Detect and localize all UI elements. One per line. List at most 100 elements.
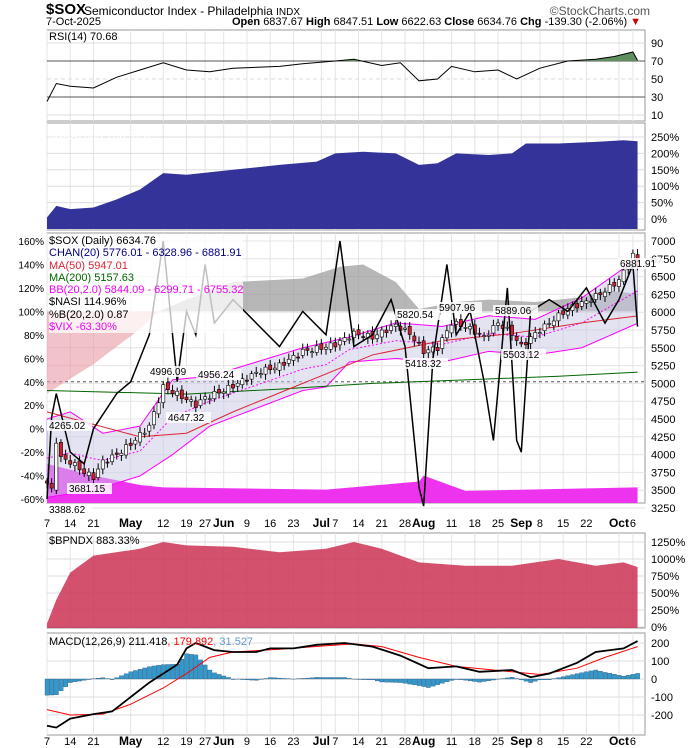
x-axis-label: 11 [446, 518, 457, 530]
candle-body [505, 326, 510, 329]
legend-pctb: %B(20,2.0) 0.87 [49, 308, 129, 321]
macd-histogram-bar [123, 673, 129, 680]
candle-body [152, 411, 156, 426]
x-axis-label: 21 [376, 736, 388, 748]
pct-tick: 60% [24, 354, 44, 365]
candle-body [91, 472, 96, 481]
candle-body [59, 442, 63, 457]
macd-histogram-bar [584, 671, 589, 680]
macd-histogram-bar [137, 669, 143, 680]
annotation-bg [493, 305, 538, 316]
symbol: $SOX [46, 1, 87, 18]
x-axis-label: 6 [630, 736, 636, 748]
candle-body [375, 334, 380, 339]
x-axis-label: 15 [557, 736, 569, 748]
candle-body [175, 390, 180, 396]
price-tick: 7000 [651, 236, 675, 248]
candle-body [138, 432, 142, 443]
price-tick: 4500 [651, 414, 675, 426]
candle-body [389, 325, 394, 331]
macd-histogram-bar [277, 677, 282, 680]
macd-histogram-bar [58, 678, 64, 691]
macd-histogram-bar [337, 677, 343, 680]
pctb-line [46, 240, 639, 507]
bpndx-tick: 500% [651, 588, 679, 600]
macd-histogram-bar [361, 678, 366, 680]
ohlc: Open 6837.67 High 6847.51 Low 6622.63 Cl… [232, 16, 641, 28]
macd-histogram-bar [184, 653, 189, 680]
x-axis-label: Aug [412, 734, 435, 748]
candle-body [161, 384, 166, 403]
rsi-tick: 30 [651, 92, 663, 104]
macd-histogram-bar [412, 678, 417, 685]
bpndx-area [47, 542, 638, 628]
candle-body [296, 356, 301, 359]
price-annotation: 4265.02 [49, 421, 86, 432]
candle-body [361, 336, 366, 338]
macd-tick: 100 [651, 656, 669, 668]
macd-histogram-bar [598, 671, 603, 680]
price-tick: 5250 [651, 361, 675, 373]
x-axis-label: 22 [580, 736, 592, 748]
candle-body [156, 402, 161, 415]
candle-body [556, 312, 561, 322]
macd-histogram-bar [254, 678, 259, 681]
candle-body [254, 371, 259, 374]
x-axis-label: 7 [332, 736, 338, 748]
x-axis-label: 21 [87, 518, 99, 530]
macd-histogram-bar [309, 677, 315, 680]
x-axis-label: 7 [44, 736, 50, 748]
naa-tick: 100% [651, 181, 679, 193]
pct-tick: -40% [21, 472, 44, 483]
candle-body [86, 471, 91, 476]
price-tick: 3250 [651, 503, 675, 515]
candle-body [338, 340, 342, 346]
rsi-tick: 70 [651, 56, 663, 68]
candle-body [100, 459, 105, 470]
rsi-tick: 90 [651, 38, 663, 50]
price-annotation: 3681.15 [69, 484, 106, 495]
candle-body [356, 329, 361, 336]
candle-body [449, 324, 454, 334]
candle-body [110, 454, 115, 462]
price-annotation: 4647.32 [168, 413, 205, 424]
candle-body [170, 390, 175, 394]
x-axis-label: 8 [537, 518, 543, 530]
candle-body [482, 335, 487, 337]
annotation-bg [403, 358, 448, 369]
macd-histogram-bar [133, 670, 138, 680]
macd-histogram-bar [444, 678, 450, 682]
macd-histogram-bar [77, 678, 82, 682]
naa-tick: 250% [651, 132, 679, 144]
macd-histogram-bar [588, 670, 594, 680]
candle-body [217, 389, 221, 394]
macd-histogram-bar [491, 678, 496, 681]
macd-histogram-bar [612, 674, 617, 680]
macd-histogram-bar [49, 678, 55, 696]
price-tick: 4250 [651, 432, 675, 444]
price-annotation: 3388.62 [49, 505, 86, 516]
price-tick: 3500 [651, 485, 675, 497]
macd-histogram-bar [72, 678, 78, 682]
candle-body [463, 327, 468, 329]
legend-ma200: MA(200) 5157.63 [49, 271, 134, 284]
macd-histogram-bar [281, 678, 287, 680]
macd-histogram-bar [179, 658, 185, 680]
naa-tick: 50% [651, 198, 673, 210]
price-annotation: 5418.32 [405, 359, 442, 370]
macd-histogram-bar [314, 677, 320, 680]
candle-body [207, 398, 212, 400]
price-annotation: 5907.96 [439, 303, 476, 314]
index-title: Semiconductor Index - Philadelphia [84, 4, 273, 18]
macd-histogram-bar [402, 678, 408, 684]
macd-title: MACD(12,26,9) 211.418, 179.892, 31.527 [49, 636, 253, 648]
candle-body [589, 301, 593, 303]
macd-histogram-bar [467, 678, 473, 682]
candle-body [240, 378, 245, 385]
macd-histogram-bar [379, 678, 385, 683]
macd-histogram-bar [561, 676, 566, 680]
macd-histogram-bar [188, 654, 194, 680]
naa-tick: 150% [651, 165, 679, 177]
macd-histogram-bar [68, 678, 73, 683]
